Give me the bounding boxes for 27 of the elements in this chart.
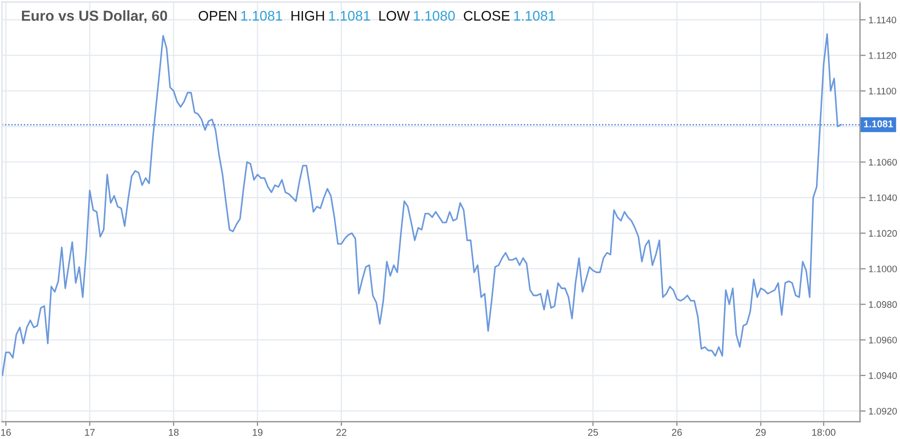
- annotation: HIGH 1.1081: [292, 10, 370, 21]
- text: Euro vs US Dollar, 60: [22, 10, 168, 24]
- y-tick-label: 1.0960: [869, 336, 897, 344]
- x-tick-label: 16: [1, 428, 11, 436]
- annotation: OPEN 1.1081: [198, 10, 282, 21]
- y-tick-label: 1.1140: [869, 16, 896, 24]
- y-tick-label: 1.0980: [869, 301, 897, 308]
- y-tick-label: 1.0940: [869, 372, 897, 379]
- x-tick-label: 22: [336, 428, 346, 436]
- ref-line-label: 1.1081: [864, 120, 893, 128]
- x-tick-label: 18: [168, 428, 179, 436]
- y-tick-label: 1.1020: [869, 230, 897, 237]
- annotation: CLOSE 1.1081: [464, 10, 555, 21]
- y-tick-label: 1.0920: [869, 408, 897, 415]
- x-tick-label: 17: [85, 429, 95, 436]
- line-series: [2, 33, 842, 376]
- y-tick-label: 1.1060: [869, 158, 897, 166]
- y-tick-label: 1.1000: [869, 266, 897, 272]
- y-tick-label: 1.1040: [869, 194, 897, 202]
- x-tick-label: 18:00: [812, 428, 836, 436]
- x-tick-label: 19: [252, 428, 262, 436]
- x-tick-label: 25: [588, 428, 598, 436]
- y-tick-label: 1.1100: [869, 88, 896, 94]
- x-tick-label: 29: [756, 428, 766, 436]
- y-tick-label: 1.1120: [869, 52, 896, 59]
- annotation: LOW 1.1080: [379, 10, 455, 21]
- x-tick-label: 26: [672, 428, 682, 436]
